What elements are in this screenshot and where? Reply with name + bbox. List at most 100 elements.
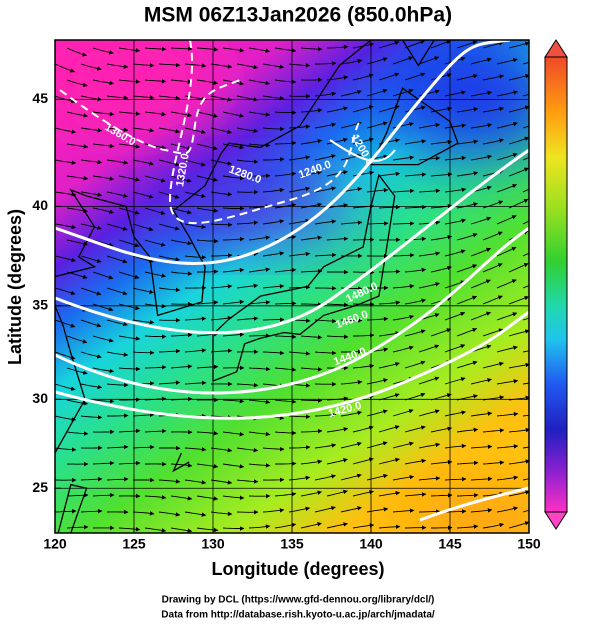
streamline (314, 154, 336, 161)
streamline (196, 79, 219, 85)
streamline (496, 475, 519, 481)
streamline (119, 397, 141, 402)
streamline (132, 319, 155, 325)
x-tick-label: 140 (359, 536, 383, 552)
streamlines (55, 40, 529, 533)
streamline (392, 314, 415, 321)
streamline (184, 127, 206, 135)
streamline (248, 300, 271, 305)
streamline (248, 173, 271, 179)
streamline (496, 279, 517, 289)
streamline (404, 267, 427, 273)
streamline (222, 463, 245, 469)
streamline (456, 233, 478, 241)
streamline (314, 412, 337, 418)
streamline (262, 95, 285, 101)
streamline (236, 479, 259, 484)
streamline (262, 284, 285, 289)
streamline (431, 525, 453, 530)
streamline (274, 110, 297, 115)
streamline (508, 521, 529, 529)
streamline (418, 56, 440, 65)
streamline (392, 474, 415, 481)
streamline (248, 143, 271, 148)
streamline (508, 198, 529, 209)
streamline (222, 47, 245, 53)
streamline (482, 295, 503, 305)
streamline (300, 367, 323, 372)
streamline (482, 106, 505, 113)
streamline (300, 170, 323, 177)
streamline (196, 463, 219, 469)
streamline (184, 511, 207, 517)
streamline (366, 121, 388, 129)
streamline (55, 95, 76, 104)
streamline (314, 91, 337, 97)
streamline (236, 316, 259, 321)
streamline (80, 508, 103, 514)
streamline (300, 490, 323, 497)
streamline (326, 489, 348, 497)
streamline (326, 458, 348, 465)
x-tick-label: 135 (280, 536, 304, 552)
streamline (132, 95, 155, 100)
streamline (300, 522, 322, 529)
streamline (522, 93, 529, 97)
streamline (248, 366, 271, 372)
streamline (300, 77, 323, 83)
streamline (456, 264, 478, 273)
streamline (80, 383, 103, 390)
streamline (418, 188, 441, 194)
streamline (196, 207, 219, 213)
streamline (106, 351, 129, 357)
streamline (300, 335, 323, 340)
streamline (80, 63, 102, 71)
streamline (274, 47, 297, 53)
streamline (170, 207, 192, 215)
streamline (444, 187, 467, 193)
streamline (496, 90, 518, 97)
streamline (222, 175, 245, 181)
streamline (378, 490, 401, 497)
streamline (274, 171, 297, 177)
streamline (444, 476, 467, 482)
streamline (274, 522, 297, 529)
streamline (118, 303, 140, 311)
streamline (262, 251, 285, 257)
streamline (430, 235, 453, 241)
streamline (456, 493, 479, 498)
streamline (430, 203, 453, 209)
streamline (430, 139, 453, 145)
streamline (66, 111, 89, 118)
streamline (184, 348, 207, 353)
streamline (210, 95, 232, 102)
streamline (158, 223, 180, 231)
streamline (248, 431, 271, 437)
streamline (197, 269, 219, 274)
streamline (522, 414, 529, 417)
streamline (248, 267, 271, 273)
streamline (392, 345, 414, 353)
streamline (392, 508, 415, 513)
streamline (118, 428, 141, 434)
coastline (212, 173, 396, 382)
streamline (378, 40, 400, 49)
streamline (444, 249, 466, 257)
streamline (66, 239, 88, 246)
streamline (378, 362, 400, 369)
streamline (508, 73, 529, 81)
streamline (92, 239, 114, 247)
contour-line (55, 40, 511, 265)
streamline (366, 378, 388, 385)
streamline (470, 476, 493, 482)
streamline (470, 247, 492, 257)
streamline (314, 186, 337, 193)
streamline (352, 137, 374, 145)
streamline (92, 143, 115, 149)
streamline (170, 175, 192, 183)
streamline (300, 108, 323, 113)
streamline (184, 159, 206, 167)
streamline (456, 171, 479, 177)
streamline (132, 255, 154, 263)
streamline (456, 40, 478, 49)
